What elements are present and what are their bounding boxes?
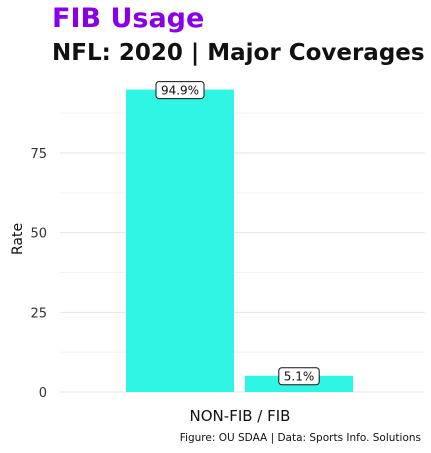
chart-caption: Figure: OU SDAA | Data: Sports Info. Sol… <box>179 432 421 444</box>
chart-subtitle: NFL: 2020 | Major Coverages <box>52 40 425 66</box>
x-axis-label: NON-FIB / FIB <box>190 407 291 425</box>
data-label-1: 5.1% <box>284 370 315 384</box>
bar-non-fib <box>126 89 234 393</box>
data-label-0: 94.9% <box>161 84 199 98</box>
data-label-box-0 <box>155 81 205 100</box>
y-tick-label-3: 75 <box>30 147 47 162</box>
y-tick-label-2: 50 <box>30 227 47 242</box>
data-label-box-1 <box>278 367 320 386</box>
chart-title: FIB Usage <box>52 3 205 34</box>
y-tick-label-1: 25 <box>30 306 47 321</box>
y-tick-label-0: 0 <box>39 386 47 401</box>
